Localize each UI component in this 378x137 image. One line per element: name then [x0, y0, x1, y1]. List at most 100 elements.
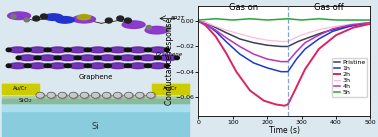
3h	[351, 23, 355, 25]
4h	[368, 22, 373, 23]
Circle shape	[80, 92, 88, 98]
Circle shape	[114, 56, 119, 60]
Circle shape	[92, 93, 101, 99]
Circle shape	[127, 64, 132, 68]
Pristine	[286, 46, 290, 47]
2h	[334, 34, 338, 36]
3h	[213, 25, 218, 27]
4h	[279, 61, 283, 62]
2h	[274, 104, 278, 105]
Circle shape	[102, 92, 111, 98]
Text: Graphene: Graphene	[156, 52, 183, 57]
2h	[203, 24, 208, 26]
4h	[196, 20, 201, 22]
5h	[317, 18, 321, 20]
3h	[306, 32, 311, 33]
Bar	[152, 84, 189, 94]
2h	[303, 68, 307, 70]
2h	[234, 71, 239, 72]
Circle shape	[124, 92, 133, 98]
Circle shape	[34, 56, 39, 60]
Bar	[2, 96, 189, 103]
1h	[213, 31, 218, 32]
3h	[203, 22, 208, 23]
4h	[347, 24, 352, 26]
1h	[224, 41, 228, 42]
Circle shape	[105, 18, 112, 23]
Ellipse shape	[89, 47, 107, 53]
1h	[368, 22, 373, 23]
4h	[237, 46, 242, 47]
1h	[347, 25, 352, 27]
4h	[203, 23, 208, 25]
Bar	[2, 111, 189, 136]
3h	[237, 33, 242, 35]
Circle shape	[54, 56, 59, 60]
5h	[299, 19, 304, 21]
Pristine	[196, 20, 201, 22]
Circle shape	[40, 14, 47, 19]
Circle shape	[147, 64, 152, 68]
Circle shape	[48, 93, 56, 99]
Circle shape	[117, 16, 124, 21]
1h	[237, 53, 242, 55]
Y-axis label: Conductance response: Conductance response	[165, 17, 174, 105]
2h	[196, 20, 201, 22]
Circle shape	[46, 48, 51, 52]
5h	[368, 19, 373, 21]
Pristine	[279, 46, 283, 47]
Line: 3h: 3h	[198, 21, 370, 41]
Circle shape	[6, 64, 11, 68]
Text: Si: Si	[91, 122, 99, 131]
5h	[248, 18, 253, 20]
Circle shape	[103, 93, 112, 99]
3h	[279, 41, 283, 42]
3h	[286, 41, 290, 42]
4h	[317, 34, 321, 36]
Text: Gas off: Gas off	[314, 3, 344, 12]
Circle shape	[16, 56, 21, 60]
Pristine	[224, 32, 228, 33]
4h	[224, 37, 228, 38]
2h	[286, 104, 290, 105]
Circle shape	[74, 56, 79, 60]
Ellipse shape	[99, 55, 117, 61]
Bar	[2, 103, 189, 111]
Ellipse shape	[145, 26, 168, 34]
Pristine	[306, 37, 311, 38]
Circle shape	[165, 26, 170, 30]
Circle shape	[147, 92, 155, 98]
Ellipse shape	[77, 15, 91, 20]
Circle shape	[24, 18, 29, 22]
Pristine	[368, 22, 373, 23]
4h	[294, 51, 299, 52]
Circle shape	[124, 48, 129, 52]
4h	[265, 58, 270, 60]
Line: 2h: 2h	[198, 21, 370, 106]
Circle shape	[147, 48, 152, 52]
5h	[196, 19, 201, 21]
Circle shape	[47, 92, 55, 98]
Circle shape	[26, 64, 31, 68]
Text: Au/Cr: Au/Cr	[163, 85, 178, 90]
Pristine	[251, 42, 256, 44]
Circle shape	[174, 56, 179, 60]
1h	[265, 67, 270, 69]
1h	[286, 71, 290, 72]
Ellipse shape	[9, 63, 27, 69]
Pristine	[213, 27, 218, 28]
Circle shape	[66, 64, 71, 68]
3h	[265, 39, 270, 41]
Pristine	[203, 22, 208, 23]
Pristine	[320, 32, 325, 33]
1h	[294, 58, 299, 60]
Text: Gas on: Gas on	[229, 3, 258, 12]
Circle shape	[84, 64, 89, 68]
Ellipse shape	[89, 63, 107, 69]
5h	[351, 19, 355, 21]
Line: 4h: 4h	[198, 21, 370, 62]
Circle shape	[59, 93, 67, 99]
Circle shape	[87, 48, 91, 52]
Circle shape	[26, 48, 31, 52]
Circle shape	[144, 48, 149, 52]
